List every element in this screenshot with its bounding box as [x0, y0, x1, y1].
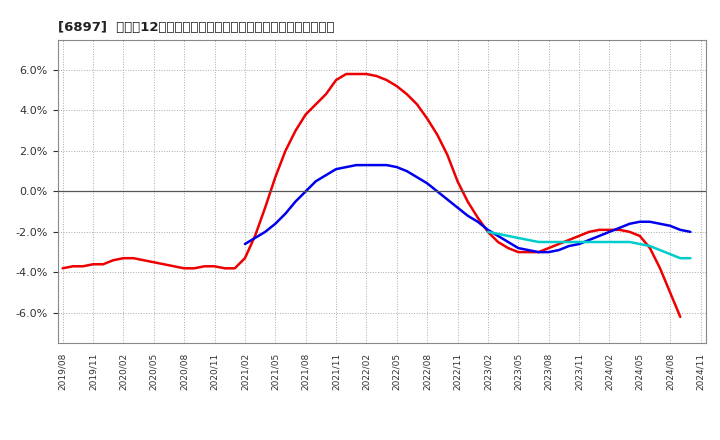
Text: [6897]  売上高12か月移動合計の対前年同期増減率の平均値の推移: [6897] 売上高12か月移動合計の対前年同期増減率の平均値の推移	[58, 21, 334, 34]
